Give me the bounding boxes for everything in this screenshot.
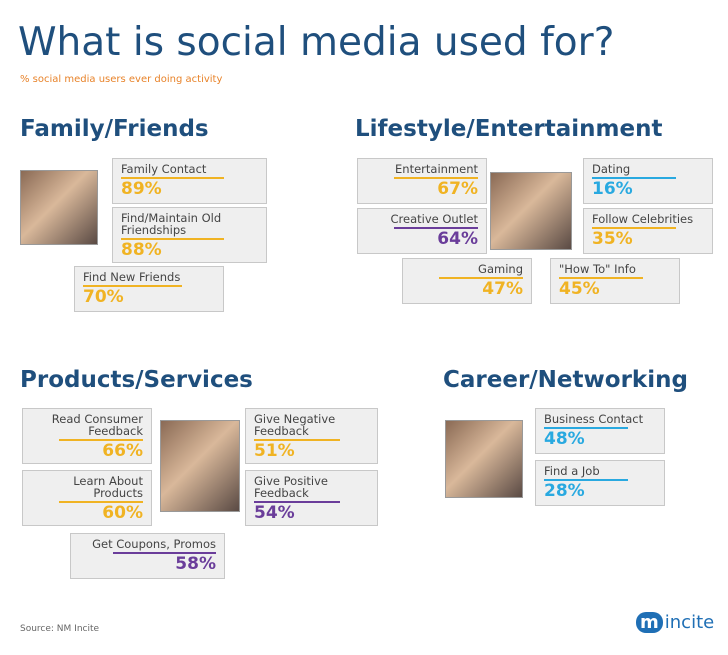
stat-box: Dating 16%: [583, 158, 713, 204]
stat-box: Gaming 47%: [402, 258, 532, 304]
photo: [160, 420, 240, 512]
stat-label: Dating: [592, 162, 631, 176]
stat-box: "How To" Info 45%: [550, 258, 680, 304]
stat-rule: [59, 439, 143, 441]
stat-label: Give Positive Feedback: [254, 474, 328, 500]
stat-percent: 70%: [83, 287, 124, 307]
stat-rule: [113, 552, 216, 554]
stat-rule: [559, 277, 643, 279]
stat-box: Creative Outlet 64%: [357, 208, 487, 254]
stat-percent: 54%: [254, 503, 295, 523]
section-heading: Career/Networking: [443, 367, 688, 393]
stat-box: Give Positive Feedback 54%: [245, 470, 378, 526]
stat-box: Family Contact 89%: [112, 158, 267, 204]
section-heading: Products/Services: [20, 367, 253, 393]
stat-rule: [592, 177, 676, 179]
stat-rule: [59, 501, 143, 503]
source: Source: NM Incite: [20, 624, 100, 634]
stat-percent: 51%: [254, 441, 295, 461]
stat-label: Read Consumer Feedback: [51, 412, 143, 438]
stat-label: Creative Outlet: [390, 212, 479, 226]
stat-label: Entertainment: [395, 162, 478, 176]
stat-rule: [544, 427, 628, 429]
stat-rule: [394, 227, 478, 229]
stat-rule: [544, 479, 628, 481]
stat-box: Find/Maintain Old Friendships 88%: [112, 207, 267, 263]
stat-label: Gaming: [478, 262, 523, 276]
logo-text: incite: [664, 612, 715, 633]
stat-percent: 48%: [544, 429, 585, 449]
stat-label: Find/Maintain Old Friendships: [121, 211, 222, 237]
stat-percent: 89%: [121, 179, 162, 199]
stat-percent: 16%: [592, 179, 633, 199]
stat-rule: [394, 177, 478, 179]
stat-rule: [121, 238, 224, 240]
stat-label: Learn About Products: [73, 474, 143, 500]
stat-box: Read Consumer Feedback 66%: [22, 408, 152, 464]
stat-percent: 67%: [437, 179, 478, 199]
stat-rule: [121, 177, 224, 179]
stat-label: "How To" Info: [559, 262, 636, 276]
stat-percent: 47%: [482, 279, 523, 299]
stat-percent: 45%: [559, 279, 600, 299]
photo: [20, 170, 98, 245]
stat-box: Give Negative Feedback 51%: [245, 408, 378, 464]
stat-box: Entertainment 67%: [357, 158, 487, 204]
stat-label: Find New Friends: [83, 270, 181, 284]
stat-percent: 28%: [544, 481, 585, 501]
section-heading: Lifestyle/Entertainment: [355, 116, 663, 142]
stat-rule: [254, 439, 341, 441]
stat-label: Business Contact: [544, 412, 644, 426]
stat-box: Follow Celebrities 35%: [583, 208, 713, 254]
stat-label: Follow Celebrities: [592, 212, 694, 226]
stat-percent: 58%: [175, 554, 216, 574]
stat-rule: [83, 285, 182, 287]
logo: m incite: [636, 612, 714, 633]
stat-label: Family Contact: [121, 162, 207, 176]
stat-label: Give Negative Feedback: [254, 412, 336, 438]
subtitle: % social media users ever doing activity: [20, 74, 223, 85]
stat-box: Find New Friends 70%: [74, 266, 224, 312]
stat-percent: 66%: [102, 441, 143, 461]
stat-rule: [254, 501, 341, 503]
stat-percent: 64%: [437, 229, 478, 249]
stat-label: Find a Job: [544, 464, 600, 478]
stat-percent: 35%: [592, 229, 633, 249]
photo: [445, 420, 523, 498]
stat-box: Business Contact 48%: [535, 408, 665, 454]
photo: [490, 172, 572, 250]
section-heading: Family/Friends: [20, 116, 209, 142]
title: What is social media used for?: [18, 20, 615, 65]
stat-label: Get Coupons, Promos: [92, 537, 216, 551]
stat-box: Get Coupons, Promos 58%: [70, 533, 225, 579]
stat-box: Learn About Products 60%: [22, 470, 152, 526]
stat-box: Find a Job 28%: [535, 460, 665, 506]
stat-percent: 88%: [121, 240, 162, 260]
stat-rule: [439, 277, 523, 279]
stat-rule: [592, 227, 676, 229]
stat-percent: 60%: [102, 503, 143, 523]
